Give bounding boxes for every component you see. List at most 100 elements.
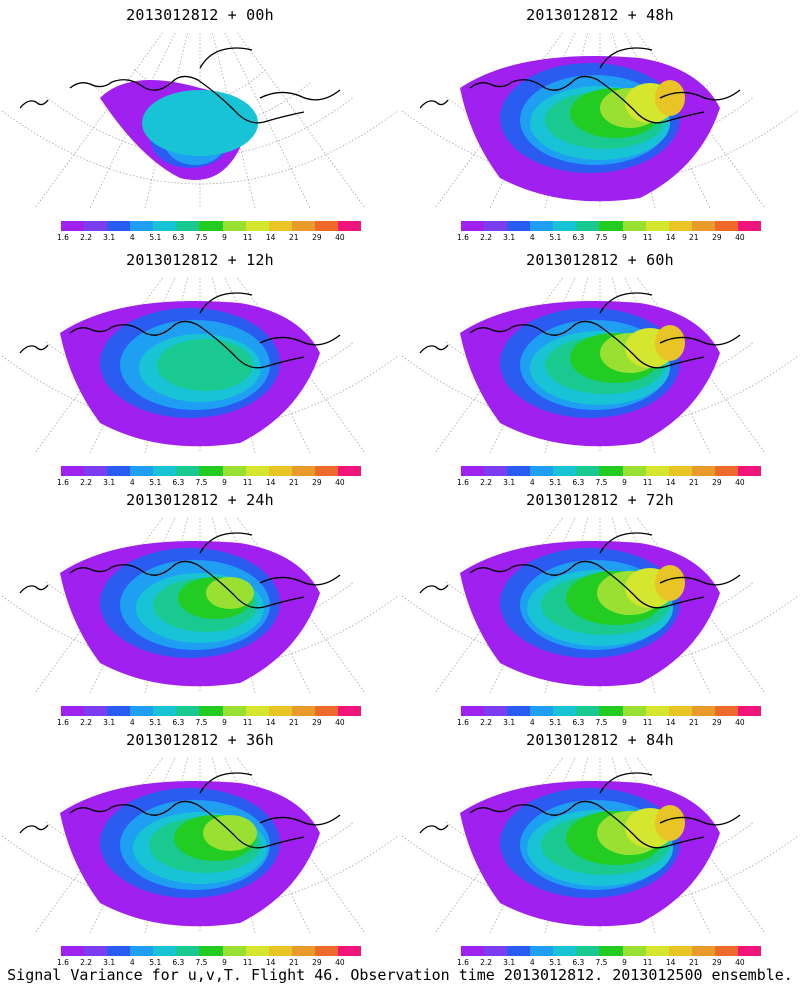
- colorbar-tick-label: 2.2: [480, 478, 493, 487]
- colorbar-labels: 1.6 2.2 3.1 4 5.1 6.3 7.5 9 11 14 21 29 40: [457, 718, 761, 728]
- colorbar-swatch: [107, 946, 131, 956]
- colorbar: [61, 466, 362, 476]
- colorbar-tick-label: 14: [665, 958, 676, 967]
- colorbar-tick-label: 7.5: [595, 958, 608, 967]
- colorbar-swatch: [176, 221, 200, 231]
- colorbar-swatch: [484, 706, 508, 716]
- colorbar-tick-label: 1.6: [457, 233, 469, 242]
- colorbar-tick-label: 29: [312, 233, 322, 242]
- colorbar-tick-label: 4: [529, 718, 535, 727]
- map-48h: [401, 32, 799, 209]
- colorbar-tick-label: 9: [222, 233, 227, 242]
- colorbar-tick-label: 4: [129, 718, 135, 727]
- colorbar-swatch: [507, 466, 531, 476]
- colorbar-tick-label: 5.1: [549, 233, 562, 242]
- colorbar-swatch: [153, 221, 177, 231]
- panel-title: 2013012812 + 00h: [126, 6, 274, 24]
- coastlines: [19, 772, 341, 849]
- colorbar-swatch: [737, 466, 762, 476]
- colorbar-swatch: [199, 946, 223, 956]
- colorbar-tick-label: 11: [642, 233, 653, 242]
- colorbar-swatch: [268, 946, 292, 956]
- colorbar-swatch: [84, 466, 108, 476]
- colorbar-swatch: [268, 466, 292, 476]
- colorbar-swatch: [314, 706, 338, 716]
- colorbar-swatch: [737, 946, 762, 956]
- colorbar-tick-label: 14: [665, 478, 676, 487]
- colorbar-tick-label: 5.1: [149, 233, 162, 242]
- colorbar-tick-label: 2.2: [80, 718, 93, 727]
- colorbar-swatch: [314, 221, 338, 231]
- coastlines: [419, 47, 741, 124]
- colorbar-swatch: [199, 706, 223, 716]
- colorbar-tick-label: 2.2: [80, 478, 93, 487]
- colorbar-tick-label: 4: [529, 478, 535, 487]
- colorbar: [61, 946, 362, 956]
- coastlines: [419, 292, 741, 369]
- colorbar-swatch: [691, 706, 715, 716]
- colorbar-tick-label: 11: [242, 718, 253, 727]
- colorbar-tick-label: 40: [735, 718, 745, 727]
- colorbar: [461, 706, 762, 716]
- colorbar-tick-label: 11: [242, 233, 253, 242]
- colorbar-tick-label: 1.6: [57, 718, 69, 727]
- colorbar-swatch: [484, 221, 508, 231]
- colorbar-swatch: [737, 221, 762, 231]
- colorbar-swatch: [461, 221, 485, 231]
- colorbar-tick-label: 7.5: [595, 233, 608, 242]
- colorbar-tick-label: 3.1: [503, 478, 516, 487]
- colorbar-tick-label: 9: [622, 478, 627, 487]
- panel-title: 2013012812 + 48h: [526, 6, 674, 24]
- colorbar-tick-label: 2.2: [480, 958, 493, 967]
- colorbar-swatch: [645, 221, 669, 231]
- colorbar: [61, 706, 362, 716]
- colorbar-swatch: [291, 946, 315, 956]
- colorbar-tick-label: 5.1: [549, 958, 562, 967]
- colorbar-swatch: [176, 466, 200, 476]
- colorbar-tick-label: 2.2: [80, 233, 93, 242]
- colorbar-swatch: [622, 221, 646, 231]
- colorbar-labels: 1.6 2.2 3.1 4 5.1 6.3 7.5 9 11 14 21 29 40: [457, 958, 761, 968]
- colorbar-tick-label: 1.6: [57, 478, 69, 487]
- colorbar-swatch: [553, 221, 577, 231]
- colorbar-tick-label: 4: [129, 478, 135, 487]
- colorbar-swatch: [268, 706, 292, 716]
- colorbar-tick-label: 29: [712, 718, 722, 727]
- colorbar-swatch: [484, 946, 508, 956]
- colorbar-swatch: [599, 706, 623, 716]
- colorbar-swatch: [176, 946, 200, 956]
- colorbar-tick-label: 11: [242, 958, 253, 967]
- colorbar-tick-label: 3.1: [503, 958, 516, 967]
- colorbar-tick-label: 2.2: [480, 718, 493, 727]
- colorbar-tick-label: 4: [129, 958, 135, 967]
- colorbar-swatch: [461, 466, 485, 476]
- map-12h: [1, 277, 399, 454]
- colorbar: [61, 221, 362, 231]
- colorbar-tick-label: 21: [688, 958, 699, 967]
- colorbar-tick-label: 21: [688, 478, 699, 487]
- colorbar-swatch: [461, 706, 485, 716]
- colorbar-swatch: [668, 466, 692, 476]
- colorbar-swatch: [553, 706, 577, 716]
- colorbar-tick-label: 7.5: [195, 233, 208, 242]
- colorbar-swatch: [553, 466, 577, 476]
- colorbar-swatch: [337, 466, 362, 476]
- colorbar-tick-label: 3.1: [503, 233, 516, 242]
- colorbar-swatch: [130, 221, 154, 231]
- colorbar-tick-label: 5.1: [149, 478, 162, 487]
- colorbar-swatch: [507, 221, 531, 231]
- colorbar-swatch: [245, 706, 269, 716]
- colorbar-tick-label: 7.5: [195, 958, 208, 967]
- map-24h: [1, 517, 399, 694]
- colorbar-tick-label: 5.1: [149, 718, 162, 727]
- colorbar-tick-label: 40: [735, 478, 745, 487]
- colorbar-swatch: [314, 466, 338, 476]
- colorbar-swatch: [484, 466, 508, 476]
- colorbar-swatch: [245, 946, 269, 956]
- colorbar-swatch: [668, 946, 692, 956]
- colorbar-swatch: [576, 221, 600, 231]
- map-36h: [1, 757, 399, 934]
- variance-field: [60, 781, 320, 927]
- colorbar-swatch: [645, 706, 669, 716]
- colorbar-labels: 1.6 2.2 3.1 4 5.1 6.3 7.5 9 11 14 21 29 40: [457, 478, 761, 488]
